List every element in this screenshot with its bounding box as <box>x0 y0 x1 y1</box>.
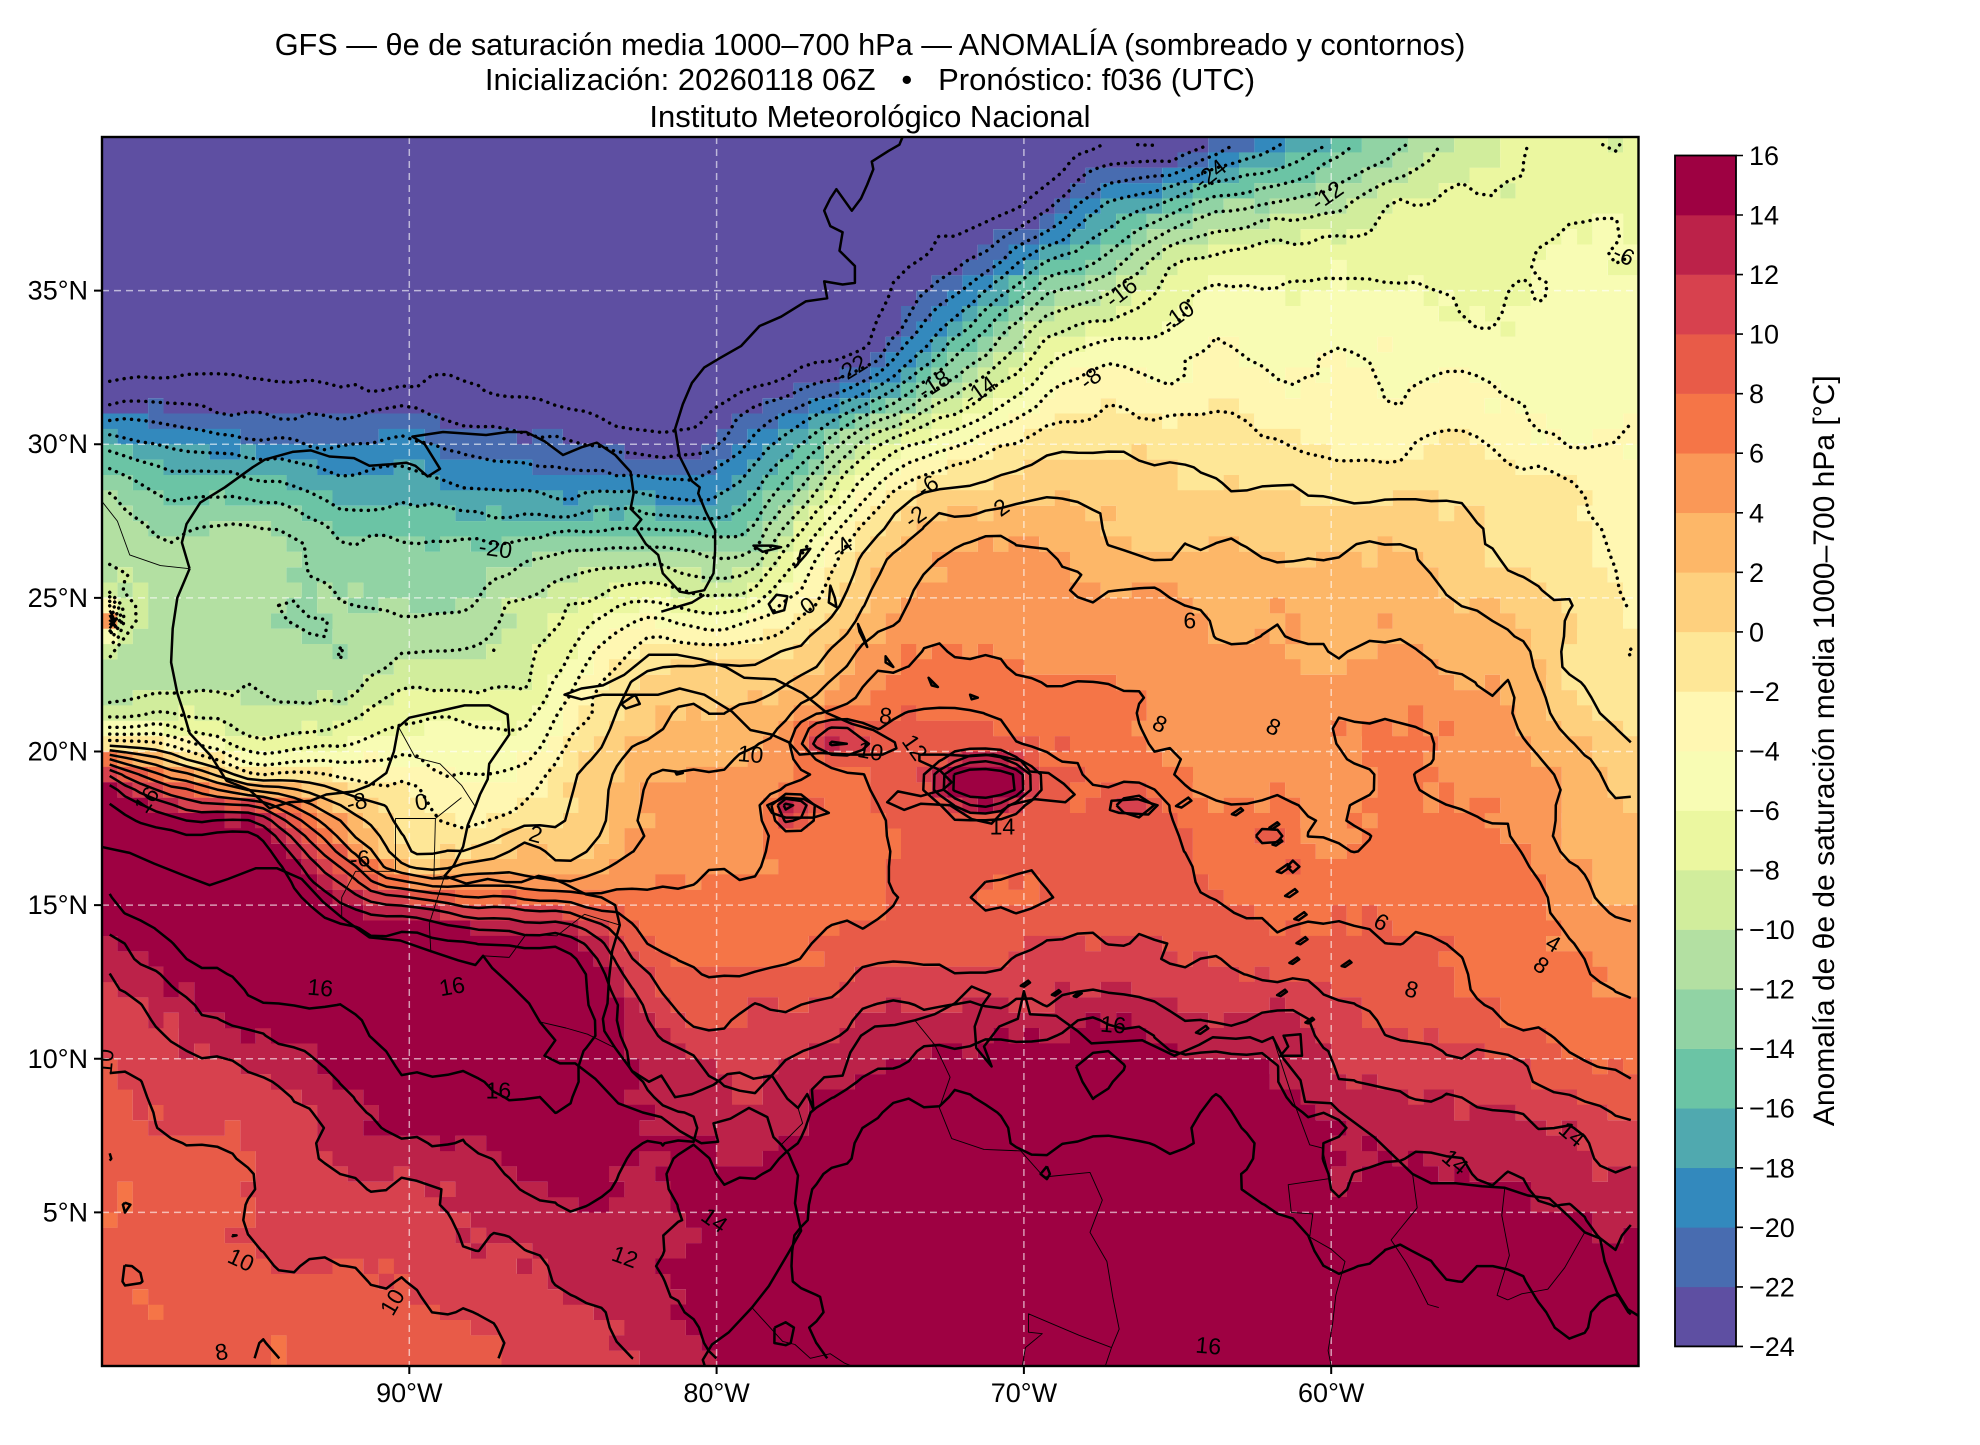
svg-text:5°N: 5°N <box>43 1197 88 1227</box>
svg-text:6: 6 <box>1749 439 1764 469</box>
svg-text:-6: -6 <box>349 845 372 873</box>
svg-text:16: 16 <box>1749 141 1779 171</box>
svg-text:2: 2 <box>1749 558 1764 588</box>
svg-text:10: 10 <box>1749 320 1779 350</box>
svg-text:14: 14 <box>990 813 1016 839</box>
svg-text:−12: −12 <box>1749 975 1795 1005</box>
svg-text:14: 14 <box>1749 201 1779 231</box>
svg-text:10: 10 <box>856 736 886 766</box>
svg-text:Instituto Meteorológico Nacion: Instituto Meteorológico Nacional <box>649 99 1090 134</box>
svg-text:16: 16 <box>1099 1011 1127 1039</box>
svg-text:−22: −22 <box>1749 1272 1795 1302</box>
svg-text:80°W: 80°W <box>683 1378 750 1408</box>
svg-text:−20: −20 <box>1749 1213 1795 1243</box>
svg-text:Anomalía de θe de saturación m: Anomalía de θe de saturación media 1000–… <box>1808 375 1841 1126</box>
svg-text:GFS — θe de saturación media 1: GFS — θe de saturación media 1000–700 hP… <box>275 27 1466 62</box>
svg-text:30°N: 30°N <box>28 429 88 459</box>
svg-text:0: 0 <box>413 788 430 816</box>
svg-text:90°W: 90°W <box>376 1378 443 1408</box>
svg-text:6: 6 <box>1183 608 1196 634</box>
svg-text:25°N: 25°N <box>28 583 88 613</box>
svg-text:12: 12 <box>1749 260 1779 290</box>
svg-text:−2: −2 <box>1749 677 1780 707</box>
svg-text:0: 0 <box>1749 617 1764 647</box>
svg-text:35°N: 35°N <box>28 276 88 306</box>
svg-text:−10: −10 <box>1749 915 1795 945</box>
svg-text:4: 4 <box>1749 498 1764 528</box>
svg-text:10: 10 <box>737 740 765 768</box>
svg-text:-20: -20 <box>477 533 514 563</box>
svg-text:−4: −4 <box>1749 737 1780 767</box>
svg-text:−24: −24 <box>1749 1332 1795 1362</box>
svg-text:8: 8 <box>213 1338 230 1366</box>
svg-text:−8: −8 <box>1749 856 1780 886</box>
svg-text:8: 8 <box>878 702 893 729</box>
svg-text:16: 16 <box>1195 1332 1223 1360</box>
svg-text:−6: −6 <box>1749 796 1780 826</box>
svg-text:20°N: 20°N <box>28 737 88 767</box>
svg-text:16: 16 <box>306 974 334 1002</box>
svg-text:16: 16 <box>486 1078 512 1104</box>
svg-text:10: 10 <box>91 1048 119 1076</box>
svg-text:−18: −18 <box>1749 1153 1795 1183</box>
svg-text:Inicialización: 20260118 06Z: Inicialización: 20260118 06Z • Pronóstic… <box>485 62 1255 97</box>
svg-text:70°W: 70°W <box>991 1378 1058 1408</box>
svg-text:8: 8 <box>1749 379 1764 409</box>
svg-text:15°N: 15°N <box>28 890 88 920</box>
svg-text:−14: −14 <box>1749 1034 1795 1064</box>
svg-text:−16: −16 <box>1749 1094 1795 1124</box>
svg-text:10°N: 10°N <box>28 1044 88 1074</box>
svg-text:60°W: 60°W <box>1298 1378 1365 1408</box>
svg-text:16: 16 <box>437 971 467 1001</box>
